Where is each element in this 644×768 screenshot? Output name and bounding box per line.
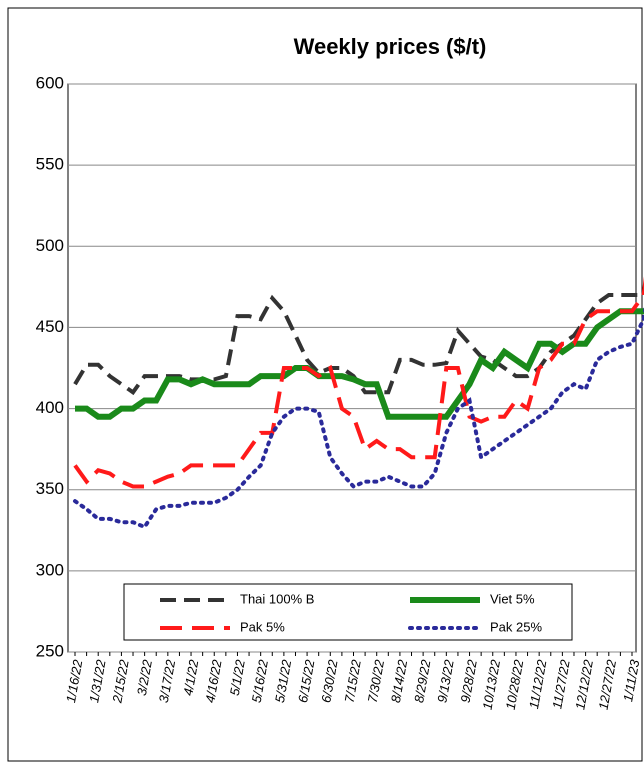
legend-label: Thai 100% B [240,591,314,606]
y-tick-label: 550 [36,155,64,174]
legend [123,583,573,641]
y-tick-label: 350 [36,479,64,498]
y-tick-label: 600 [36,73,64,92]
y-tick-label: 500 [36,236,64,255]
legend-label: Viet 5% [490,591,535,606]
y-tick-label: 450 [36,317,64,336]
legend-label: Pak 5% [240,619,285,634]
line-series [73,276,644,489]
y-tick-label: 300 [36,560,64,579]
x-tick-label: 5/1/22 [227,658,248,697]
y-tick-label: 250 [36,641,64,660]
legend-label: Pak 25% [490,619,542,634]
y-tick-label: 400 [36,398,64,417]
x-tick-label: 4/1/22 [180,658,201,697]
frame [7,7,643,762]
chart-title: Weekly prices ($/t) [294,34,487,59]
x-tick-label: 3/2/22 [134,658,155,697]
x-tick-label: 1/11/23 [620,658,642,703]
line-series [73,305,644,530]
